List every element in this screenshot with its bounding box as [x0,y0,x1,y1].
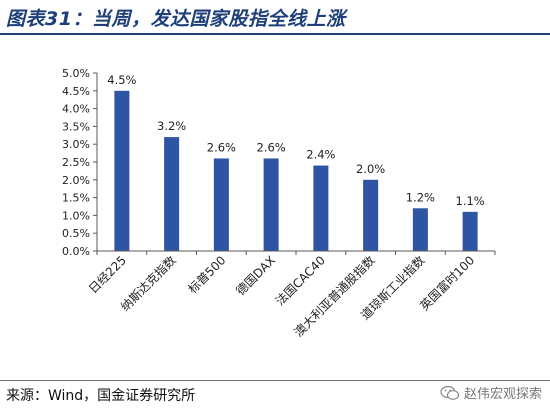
watermark: 赵伟宏观探索 [440,383,542,402]
y-tick-label: 0.5% [62,227,90,240]
x-tick-label: 澳大利亚普通股指数 [291,253,378,340]
bars [114,90,478,251]
y-tick-label: 4.0% [62,103,90,116]
x-tick-label: 标普500 [185,253,228,296]
data-label: 3.2% [157,119,186,133]
bar-chart: 0.0% 0.5% 1.0% 1.5% 2.0% 2.5% 3.0% 3.5% 4.0% 4.5%… [62,67,496,340]
data-label: 2.0% [356,162,385,176]
y-tick-label: 0.0% [62,245,90,258]
y-tick-label: 2.0% [62,174,90,187]
y-tick-label: 4.5% [62,85,90,98]
data-labels: 4.5% 3.2% 2.6% 2.6% 2.4% 2.0% 1.2% 1.1% [107,73,485,208]
source-divider [0,380,550,381]
bar [164,137,180,251]
x-tick-label: 日经225 [86,253,129,296]
y-tick-label: 5.0% [62,67,90,80]
source-note: 来源：Wind，国金证券研究所 [6,388,196,404]
bar [313,165,329,251]
bar [363,179,379,251]
data-label: 2.6% [257,140,286,154]
x-tick-label: 德国DAX [233,253,279,299]
chart-title: 图表31：当周，发达国家股指全线上涨 [6,8,346,30]
bar [114,90,130,251]
data-label: 4.5% [107,73,136,87]
bar [263,158,279,251]
data-label: 1.2% [406,190,435,204]
data-label: 1.1% [456,194,485,208]
wechat-icon [440,385,460,400]
data-label: 2.4% [306,148,335,162]
title-underline [0,33,550,35]
y-tick-label: 1.5% [62,192,90,205]
bar [462,211,478,251]
y-axis: 0.0% 0.5% 1.0% 1.5% 2.0% 2.5% 3.0% 3.5% 4.0% 4.5%… [62,67,98,258]
y-tick-label: 3.5% [62,120,90,133]
y-tick-label: 2.5% [62,156,90,169]
bar [213,158,229,251]
watermark-text: 赵伟宏观探索 [463,387,542,402]
y-tick-label: 1.0% [62,209,90,222]
data-label: 2.6% [207,140,236,154]
y-tick-label: 3.0% [62,138,90,151]
bar [412,208,428,251]
